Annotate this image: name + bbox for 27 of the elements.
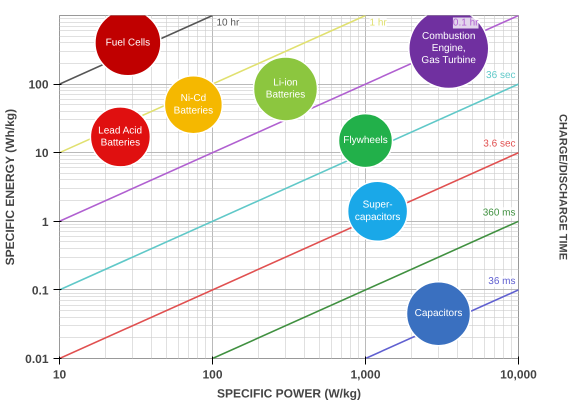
series-label: Combustion Engine, Gas Turbine: [421, 30, 476, 66]
series-label: Li-ion Batteries: [266, 77, 306, 100]
series-label: 36 sec: [486, 70, 516, 82]
x-axis-title: SPECIFIC POWER (W/kg): [217, 386, 362, 400]
series-label: Flywheels: [343, 135, 388, 146]
y-tick-label: 0.01: [25, 352, 49, 366]
series-label: 10 hr: [216, 18, 240, 28]
y2-axis-title: CHARGE/DISCHARGE TIME: [556, 114, 568, 260]
series-label: Lead Acid Batteries: [98, 125, 142, 148]
x-tick-label: 10: [52, 368, 66, 382]
series-label: 1 hr: [370, 18, 388, 28]
series-label: 0.1 hr: [452, 18, 480, 28]
y-tick-label: 1: [42, 214, 49, 229]
y-tick-label: 100: [28, 78, 49, 92]
x-tick-label: 100: [202, 368, 223, 382]
y-tick-label: 0.1: [32, 283, 49, 298]
y-tick-label: 10: [35, 146, 49, 160]
x-tick-label: 1,000: [350, 368, 381, 382]
series-label: 3.6 sec: [483, 138, 516, 150]
x-tick-label: 10,000: [500, 368, 538, 382]
series-label: 360 ms: [482, 207, 516, 218]
series-label: Super- capacitors: [354, 200, 400, 223]
series-label: Capacitors: [414, 308, 462, 320]
series-label: Fuel Cells: [106, 37, 150, 48]
series-label: 36 ms: [488, 276, 516, 287]
y-axis-title: SPECIFIC ENERGY (Wh/kg): [3, 108, 18, 266]
series-label: Ni-Cd Batteries: [174, 93, 214, 116]
